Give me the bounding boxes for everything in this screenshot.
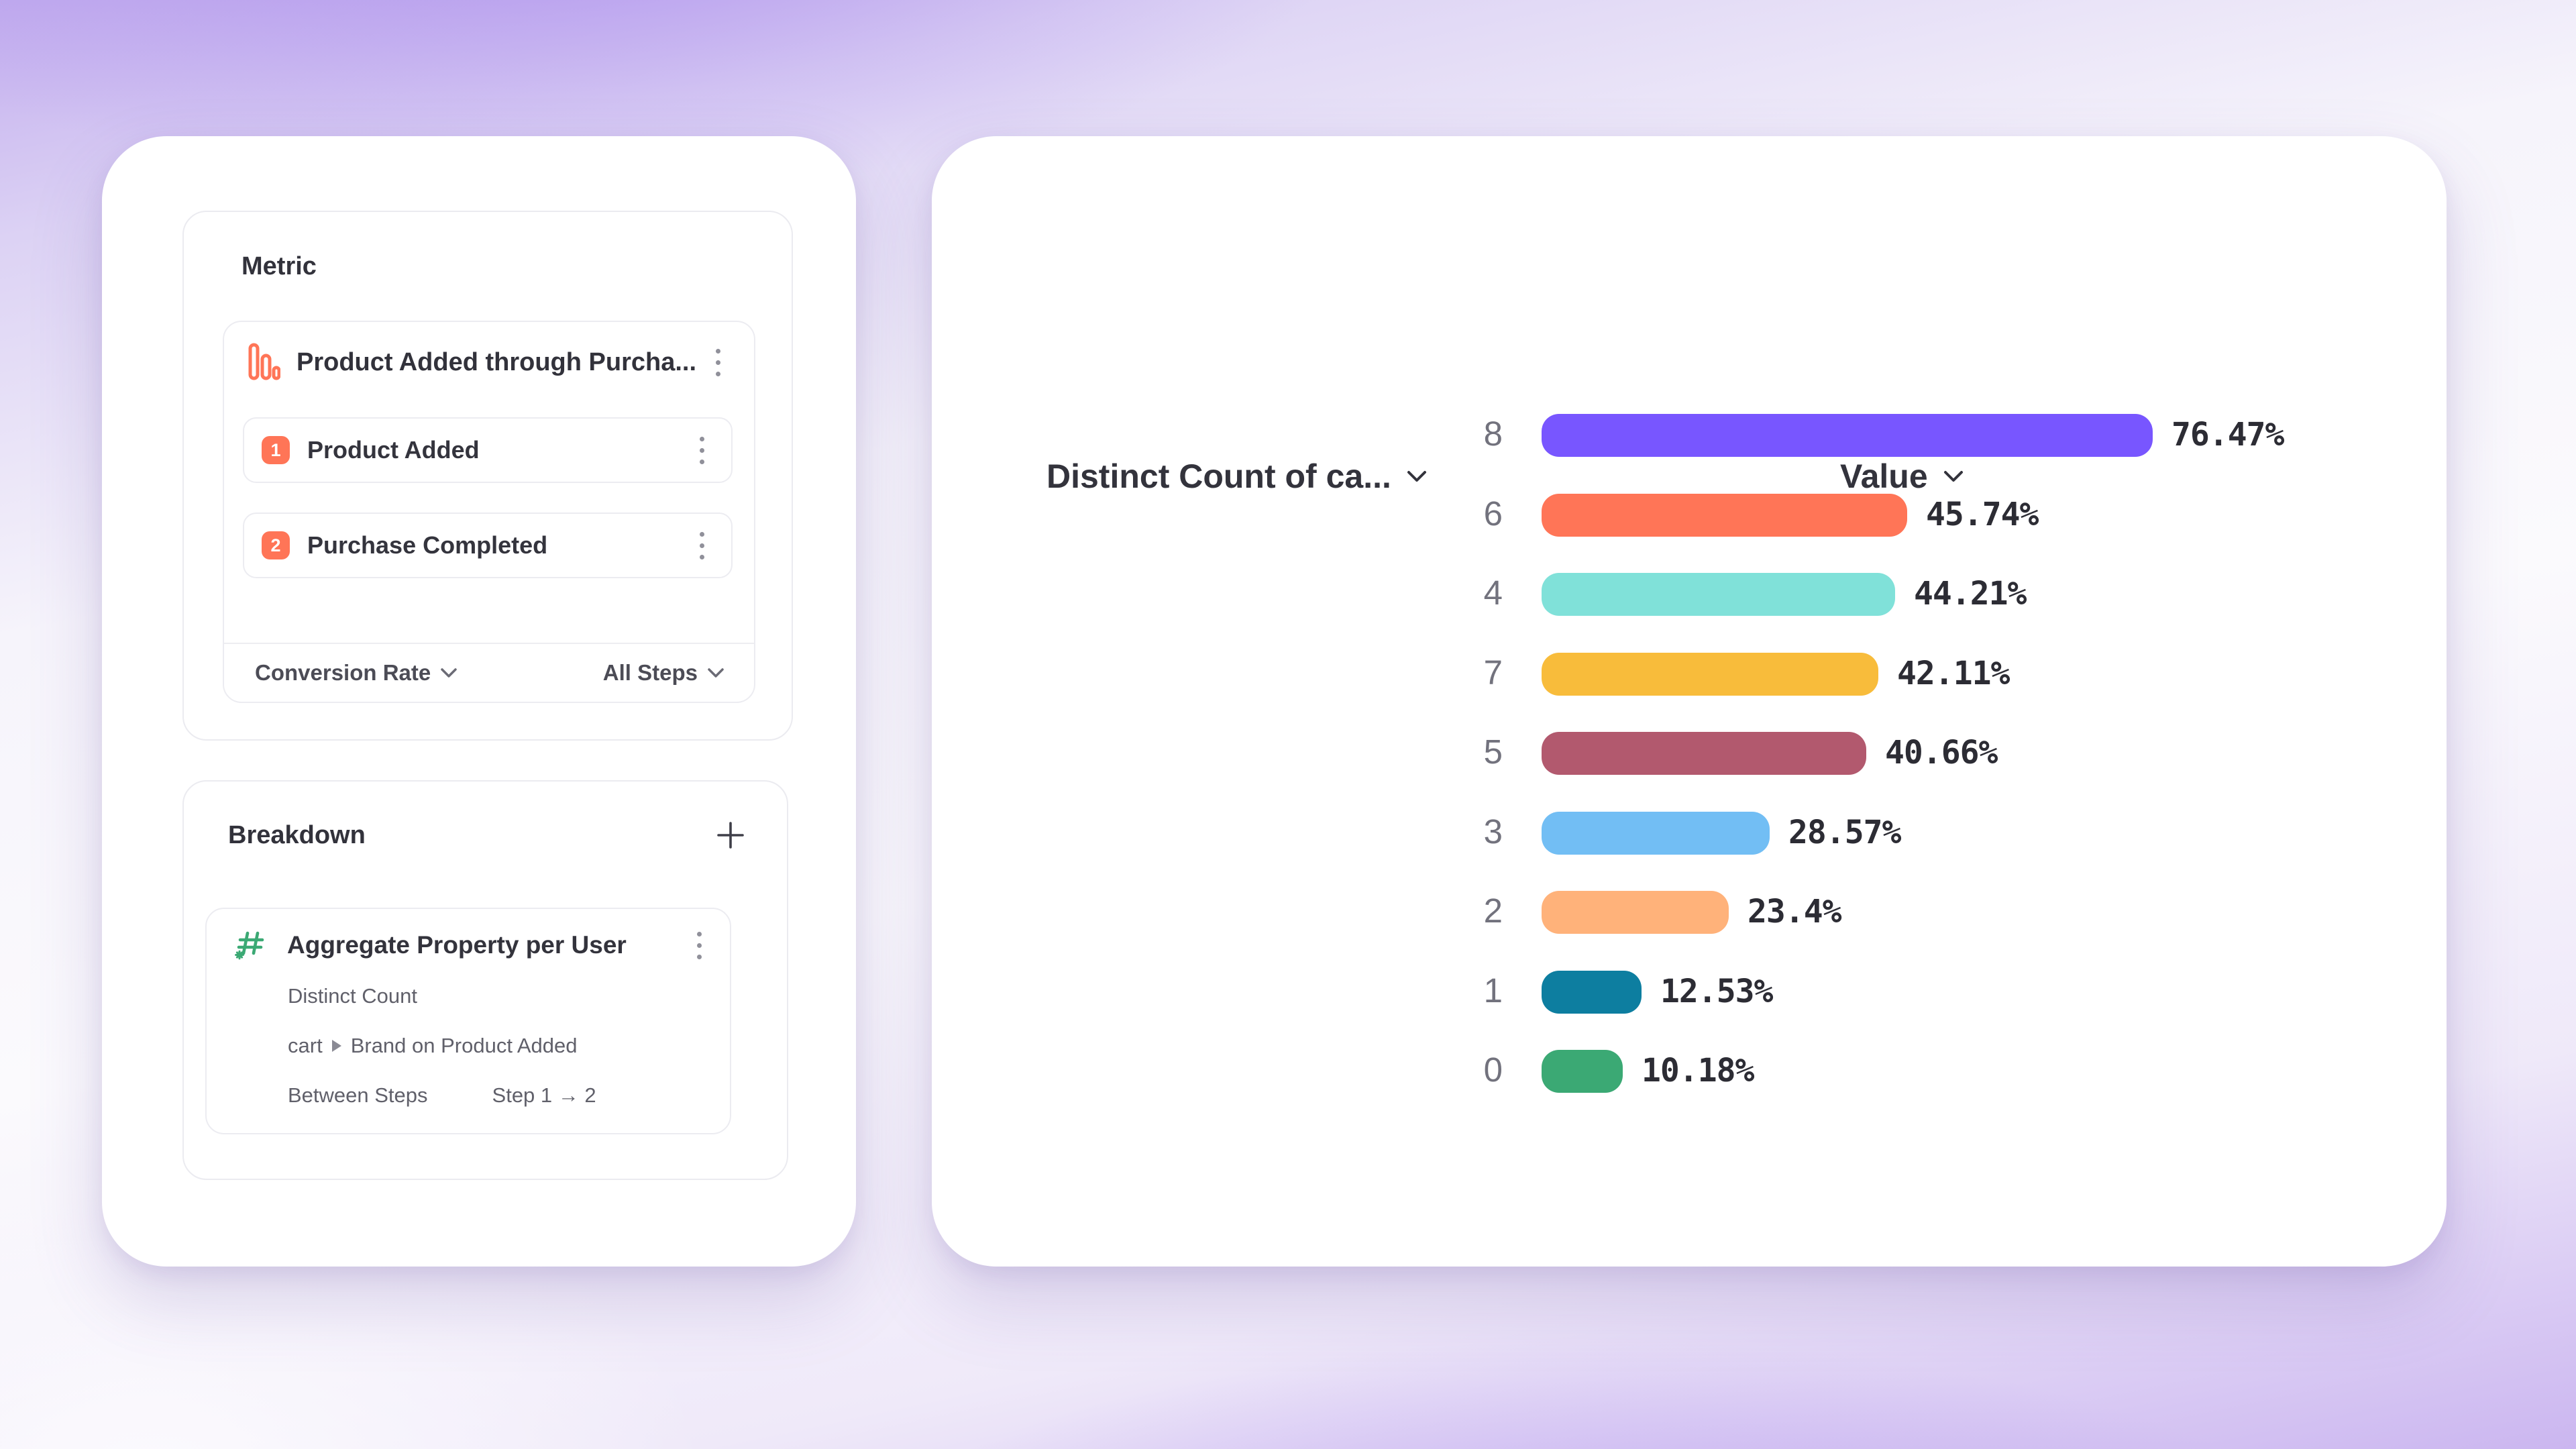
step-2-kebab-menu-icon[interactable] (690, 528, 714, 564)
bar[interactable] (1542, 812, 1770, 855)
breakdown-kebab-menu-icon[interactable] (688, 928, 711, 963)
chart-row: 3 28.57% (932, 812, 2447, 855)
breakdown-header: Breakdown (228, 815, 749, 855)
category-label: 2 (1483, 892, 1503, 930)
scope-value: Step 1 → 2 (492, 1083, 596, 1107)
funnel-kebab-menu-icon[interactable] (706, 345, 730, 380)
chart-row: 1 12.53% (932, 971, 2447, 1014)
breakdown-property-header: Aggregate Property per User (233, 926, 711, 964)
scope-label: Between Steps (288, 1083, 428, 1107)
steps-filter-dropdown[interactable]: All Steps (603, 660, 724, 686)
value-label: 76.47% (2171, 415, 2284, 453)
chevron-down-icon (441, 668, 457, 678)
category-label: 7 (1483, 653, 1503, 692)
funnel-step-2[interactable]: 2 Purchase Completed (243, 513, 733, 578)
category-label: 5 (1483, 733, 1503, 771)
bar[interactable] (1542, 971, 1642, 1014)
chevron-down-icon (708, 668, 724, 678)
chart-row: 5 40.66% (932, 732, 2447, 775)
step-2-badge: 2 (262, 531, 290, 559)
step-2-label: Purchase Completed (307, 531, 548, 559)
property-path[interactable]: cart Brand on Product Added (288, 1034, 578, 1058)
bar[interactable] (1542, 414, 2153, 457)
breakdown-section: Breakdown Aggregate Property per User (182, 780, 788, 1180)
funnel-metric-card[interactable]: Product Added through Purcha... 1 Produc… (223, 321, 755, 703)
plus-icon (717, 822, 744, 849)
breakdown-title: Breakdown (228, 820, 366, 849)
funnel-metric-name: Product Added through Purcha... (297, 347, 697, 376)
category-label: 4 (1483, 574, 1503, 612)
chart-row: 4 44.21% (932, 573, 2447, 616)
category-label: 0 (1483, 1051, 1503, 1089)
bar[interactable] (1542, 653, 1878, 696)
bar[interactable] (1542, 494, 1907, 537)
chevron-down-icon (1943, 471, 1963, 482)
path-arrow-icon (331, 1040, 341, 1052)
value-label: 12.53% (1660, 972, 1773, 1010)
category-label: 8 (1483, 415, 1503, 453)
chart-row: 2 23.4% (932, 891, 2447, 934)
measure-dropdown[interactable]: Conversion Rate (255, 660, 458, 686)
value-label: 10.18% (1642, 1051, 1754, 1089)
value-label: 44.21% (1914, 574, 2027, 612)
bar[interactable] (1542, 1050, 1623, 1093)
funnel-header-row: Product Added through Purcha... (248, 341, 730, 384)
metric-section: Metric Product Added through Purcha... 1 (182, 211, 793, 741)
category-label: 1 (1483, 971, 1503, 1010)
scope-row[interactable]: Between Steps Step 1 → 2 (288, 1083, 596, 1108)
value-label: 23.4% (1748, 892, 1841, 930)
path-child: Brand on Product Added (350, 1034, 578, 1057)
numeric-property-icon (233, 928, 268, 963)
funnel-footer: Conversion Rate All Steps (224, 643, 754, 702)
bar[interactable] (1542, 891, 1729, 934)
breakdown-property-card[interactable]: Aggregate Property per User Distinct Cou… (205, 908, 731, 1134)
chart-panel: Distinct Count of ca... Value 8 76.47% 6 45… (932, 136, 2447, 1267)
funnel-bars-icon (248, 343, 280, 382)
query-builder-panel: Metric Product Added through Purcha... 1 (102, 136, 856, 1267)
category-label: 3 (1483, 812, 1503, 851)
bar-chart: 8 76.47% 6 45.74% 4 44.21% 7 42.11% 5 40.66% 3 28.5… (932, 136, 2447, 1267)
aggregation-type[interactable]: Distinct Count (288, 984, 417, 1008)
path-parent: cart (288, 1034, 323, 1057)
funnel-step-1[interactable]: 1 Product Added (243, 417, 733, 483)
value-label: 28.57% (1788, 813, 1901, 851)
chart-row: 8 76.47% (932, 414, 2447, 457)
metric-section-title: Metric (241, 252, 317, 280)
step-1-label: Product Added (307, 436, 480, 464)
breakdown-column-header[interactable]: Distinct Count of ca... (1046, 457, 1428, 496)
add-breakdown-button[interactable] (712, 816, 749, 854)
step-1-kebab-menu-icon[interactable] (690, 433, 714, 468)
chart-header: Distinct Count of ca... Value (932, 457, 2447, 504)
chevron-down-icon (1407, 471, 1426, 482)
category-label: 6 (1483, 494, 1503, 533)
value-label: 42.11% (1897, 654, 2010, 692)
value-column-header[interactable]: Value (1840, 457, 1964, 496)
chart-row: 7 42.11% (932, 653, 2447, 696)
step-1-badge: 1 (262, 436, 290, 464)
chart-row: 0 10.18% (932, 1050, 2447, 1093)
breakdown-property-name: Aggregate Property per User (287, 931, 627, 959)
chart-row: 6 45.74% (932, 494, 2447, 537)
bar[interactable] (1542, 732, 1866, 775)
value-label: 45.74% (1926, 495, 2039, 533)
value-label: 40.66% (1885, 733, 1998, 771)
bar[interactable] (1542, 573, 1895, 616)
